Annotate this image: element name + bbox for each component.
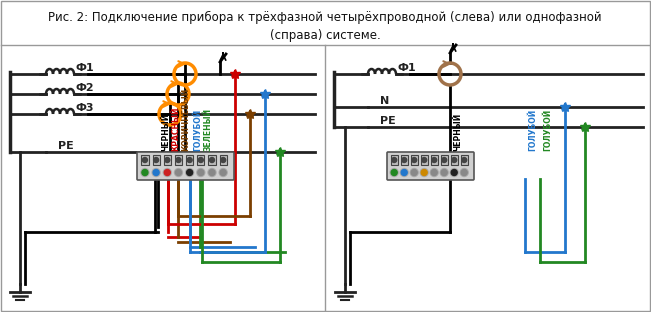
Text: КРАСНЫЙ: КРАСНЫЙ [171, 106, 180, 151]
Circle shape [199, 158, 203, 163]
Text: Ф1: Ф1 [398, 63, 417, 73]
Bar [208, 154, 215, 165]
Circle shape [208, 168, 216, 177]
Circle shape [176, 158, 181, 163]
Circle shape [187, 158, 192, 163]
Text: Рис. 2: Подключение прибора к трёхфазной четырёхпроводной (слева) или однофазной: Рис. 2: Подключение прибора к трёхфазной… [48, 11, 602, 23]
Circle shape [450, 168, 458, 177]
Text: PE: PE [380, 116, 396, 126]
Text: PE: PE [58, 141, 74, 151]
Circle shape [220, 169, 226, 175]
Text: Ф3: Ф3 [76, 103, 94, 113]
Text: ЧЕРНЫЙ: ЧЕРНЫЙ [161, 113, 170, 151]
Circle shape [198, 169, 204, 175]
Bar [197, 154, 204, 165]
Circle shape [219, 168, 227, 177]
Bar [451, 154, 458, 165]
Circle shape [164, 169, 171, 175]
Circle shape [176, 169, 182, 175]
Circle shape [411, 169, 417, 175]
Circle shape [152, 168, 160, 177]
Bar [163, 154, 171, 165]
Bar [219, 154, 227, 165]
Circle shape [420, 168, 428, 177]
Text: N: N [380, 96, 389, 106]
Bar [141, 154, 148, 165]
FancyBboxPatch shape [137, 152, 234, 180]
Text: ГОЛУБОЙ: ГОЛУБОЙ [193, 109, 202, 151]
Text: Ф2: Ф2 [76, 83, 94, 93]
Circle shape [461, 169, 467, 175]
Circle shape [421, 169, 427, 175]
Circle shape [401, 169, 407, 175]
Circle shape [165, 158, 170, 163]
Circle shape [422, 158, 426, 163]
Circle shape [209, 169, 215, 175]
Circle shape [197, 168, 205, 177]
Text: ЧЕРНЫЙ: ЧЕРНЫЙ [453, 113, 462, 151]
Bar [411, 154, 417, 165]
Circle shape [441, 158, 447, 163]
Circle shape [153, 169, 159, 175]
Circle shape [440, 168, 448, 177]
Circle shape [400, 168, 408, 177]
Text: ГОЛУБОЙ: ГОЛУБОЙ [528, 109, 537, 151]
Text: (справа) системе.: (справа) системе. [270, 28, 380, 41]
Bar [441, 154, 447, 165]
Circle shape [432, 158, 437, 163]
Circle shape [430, 168, 438, 177]
Circle shape [391, 169, 397, 175]
Circle shape [452, 158, 457, 163]
Circle shape [462, 158, 467, 163]
Circle shape [141, 168, 149, 177]
Circle shape [392, 158, 396, 163]
Bar [401, 154, 408, 165]
Bar [175, 154, 182, 165]
Circle shape [460, 168, 468, 177]
Circle shape [142, 169, 148, 175]
Text: Ф1: Ф1 [76, 63, 94, 73]
Circle shape [451, 169, 457, 175]
Bar [152, 154, 159, 165]
Circle shape [411, 158, 417, 163]
Bar [186, 154, 193, 165]
Circle shape [402, 158, 407, 163]
Circle shape [174, 168, 182, 177]
FancyBboxPatch shape [387, 152, 474, 180]
Circle shape [163, 168, 171, 177]
Circle shape [441, 169, 447, 175]
Bar [421, 154, 428, 165]
Circle shape [221, 158, 226, 163]
Bar [391, 154, 398, 165]
Circle shape [143, 158, 147, 163]
Circle shape [390, 168, 398, 177]
Circle shape [187, 169, 193, 175]
Circle shape [210, 158, 214, 163]
Circle shape [186, 168, 193, 177]
Bar [461, 154, 467, 165]
Bar [431, 154, 437, 165]
Text: ЗЕЛЕНЫЙ: ЗЕЛЕНЫЙ [203, 108, 212, 151]
Text: КОРИЧНЕВЫЙ: КОРИЧНЕВЫЙ [181, 88, 190, 151]
Text: ГОЛУБОЙ: ГОЛУБОЙ [543, 109, 552, 151]
Circle shape [154, 158, 159, 163]
Circle shape [431, 169, 437, 175]
Circle shape [410, 168, 418, 177]
